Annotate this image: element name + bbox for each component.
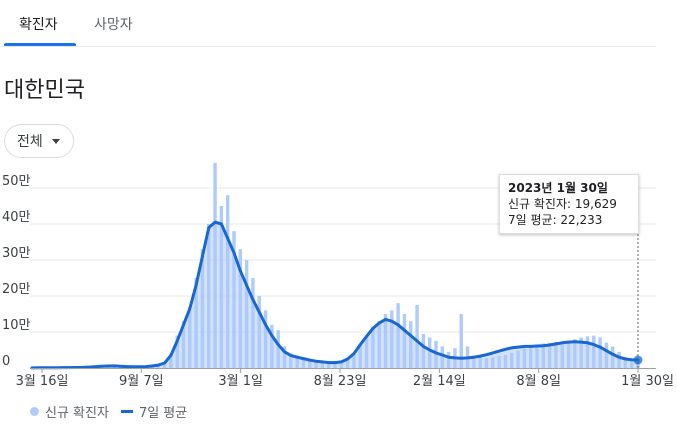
tooltip-date: 2023년 1월 30일 (508, 181, 608, 195)
region-title: 대한민국 (4, 78, 85, 103)
x-tick-label: 3월 16일 (16, 374, 69, 389)
y-tick-label: 40만 (2, 210, 31, 225)
tooltip-average: 7일 평균: 22,233 (508, 213, 603, 227)
daily-case-bars (30, 162, 640, 369)
seven-day-average-line (30, 220, 640, 370)
line-legend-swatch-icon (120, 410, 133, 413)
case-bar (459, 314, 463, 368)
legend-average: 7일 평균 (138, 406, 188, 421)
y-tick-label: 10만 (2, 318, 31, 333)
x-tick-label: 8월 8일 (516, 374, 561, 389)
chart-tooltip: 2023년 1월 30일 신규 확진자: 19,629 7일 평균: 22,23… (499, 174, 639, 234)
x-tick-label: 1월 30일 (621, 374, 674, 389)
y-tick-label: 50만 (2, 174, 31, 189)
average-area (32, 222, 638, 368)
bar-legend-dot-icon (30, 407, 39, 416)
caret-down-icon (51, 138, 60, 144)
y-axis-labels: 0 10만 20만 30만 40만 50만 (2, 174, 31, 369)
filter-dropdown[interactable]: 전체 (4, 124, 74, 158)
tab-bar: 확진자 사망자 (0, 0, 656, 47)
y-tick-label: 20만 (2, 282, 31, 297)
x-tick-label: 2월 14일 (413, 374, 466, 389)
tab-deaths[interactable]: 사망자 (94, 17, 133, 33)
legend-new-cases: 신규 확진자 (45, 406, 109, 421)
active-tab-indicator (4, 43, 76, 46)
cases-chart: 0 10만 20만 30만 40만 50만 3월 16일 9월 7일 3월 1일 8월 23일 2… (2, 162, 674, 389)
filter-dropdown-label: 전체 (17, 134, 43, 150)
tooltip-new-cases: 신규 확진자: 19,629 (508, 197, 617, 211)
case-bar (415, 305, 419, 368)
y-tick-label: 30만 (2, 246, 31, 261)
chart-legend: 신규 확진자 7일 평균 (30, 402, 187, 421)
y-tick-label: 0 (2, 354, 10, 369)
tab-confirmed[interactable]: 확진자 (19, 17, 58, 33)
x-tick-label: 8월 23일 (314, 374, 367, 389)
x-tick-label: 9월 7일 (119, 374, 164, 389)
hover-point[interactable] (633, 355, 643, 365)
x-tick-label: 3월 1일 (218, 374, 263, 389)
x-axis-labels: 3월 16일 9월 7일 3월 1일 8월 23일 2월 14일 8월 8일 1월 30일 (16, 368, 674, 389)
